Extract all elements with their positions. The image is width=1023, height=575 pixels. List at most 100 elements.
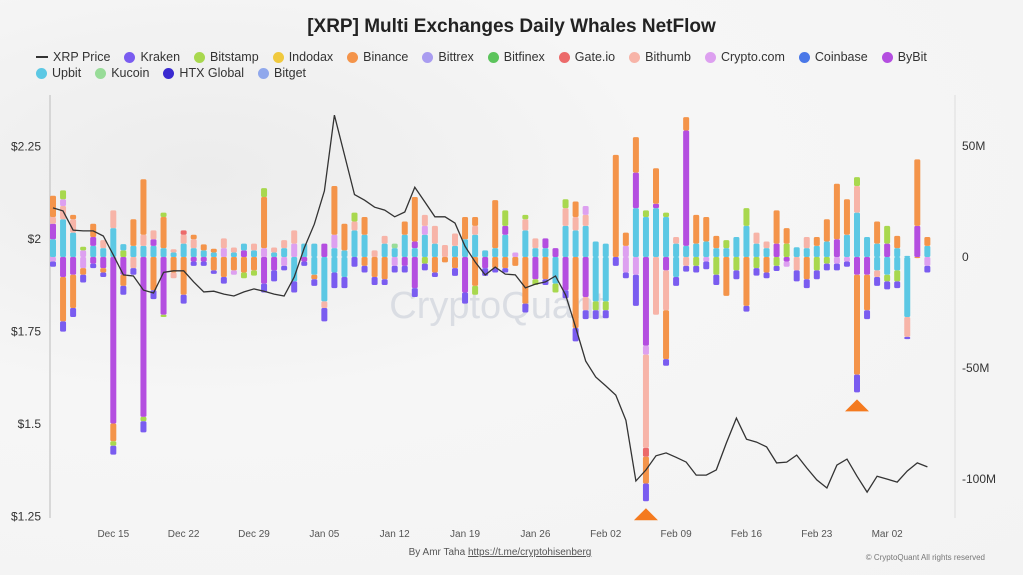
author-credit: By Amr Taha <box>408 547 466 558</box>
bar-segment-crypto-com <box>391 257 398 266</box>
bar-segment-kraken <box>884 281 891 290</box>
bar-segment-upbit <box>100 248 107 257</box>
bar-segment-kraken <box>793 270 800 282</box>
legend-item-bybit[interactable]: ByBit <box>881 50 927 64</box>
legend-item-kucoin[interactable]: Kucoin <box>95 66 149 80</box>
bar-segment-kraken <box>210 270 217 274</box>
bar-segment-bybit <box>562 257 569 291</box>
bar-segment-upbit <box>723 248 730 257</box>
legend-item-gate-io[interactable]: Gate.io <box>558 50 615 64</box>
bar-segment-bybit <box>773 243 780 257</box>
bar-segment-binance <box>361 257 368 266</box>
bar-segment-crypto-com <box>843 257 850 262</box>
author-link[interactable]: https://t.me/cryptohisenberg <box>467 547 592 558</box>
bar-segment-kraken <box>924 265 931 273</box>
bar-segment-bybit <box>321 243 328 257</box>
bar-segment-bithumb <box>220 238 227 249</box>
bar-segment-binance <box>622 232 629 246</box>
legend-item-xrp-price[interactable]: XRP Price <box>36 50 110 64</box>
bar-segment-bitstamp <box>160 314 167 317</box>
legend-item-bithumb[interactable]: Bithumb <box>629 50 691 64</box>
bar-segment-bithumb <box>582 296 589 311</box>
bar-segment-bithumb <box>381 235 388 244</box>
copyright: © CryptoQuant All rights reserved <box>865 553 985 562</box>
legend: XRP Price Kraken Bitstamp Indodax Binance Bi… <box>36 49 996 81</box>
bar-segment-bithumb <box>753 232 760 244</box>
legend-row: Upbit Kucoin HTX Global Bitget <box>36 65 996 81</box>
bar-segment-bitstamp <box>753 257 760 269</box>
bar-segment-crypto-com <box>281 257 288 266</box>
annotation-triangle-icon <box>845 399 869 412</box>
bar-segment-bithumb <box>140 234 147 246</box>
bar-segment-kraken <box>452 268 458 276</box>
bar-segment-bitstamp <box>261 188 268 198</box>
bar-segment-crypto-com <box>261 248 268 257</box>
bar-segment-upbit <box>663 217 670 257</box>
legend-item-bitfinex[interactable]: Bitfinex <box>487 50 545 64</box>
bar-segment-crypto-com <box>703 257 710 262</box>
bar-segment-upbit <box>642 217 649 257</box>
left-tick-label: $2 <box>28 232 42 246</box>
x-tick-label: Mar 02 <box>872 529 904 540</box>
legend-label: HTX Global <box>179 66 245 80</box>
bar-segment-upbit <box>331 257 338 273</box>
bar-segment-kraken <box>894 281 901 289</box>
bar-segment-kraken <box>271 270 278 282</box>
bar-segment-binance <box>261 197 268 249</box>
bar-segment-upbit <box>874 243 881 257</box>
bar-segment-bybit <box>150 239 157 246</box>
bar-segment-bybit <box>663 257 670 271</box>
bar-segment-bitstamp <box>743 208 750 226</box>
bar-segment-kraken <box>843 261 850 267</box>
bar-segment-bithumb <box>562 208 569 226</box>
bar-segment-bitstamp <box>140 416 147 422</box>
bar-segment-crypto-com <box>783 261 790 267</box>
legend-item-upbit[interactable]: Upbit <box>36 66 81 80</box>
legend-dot-icon <box>629 51 641 63</box>
bar-segment-binance <box>833 183 840 240</box>
x-tick-label: Feb 02 <box>590 529 622 540</box>
bar-segment-crypto-com <box>80 257 87 269</box>
bar-segment-bybit <box>411 257 418 289</box>
bar-segment-binance <box>70 274 77 309</box>
bar-segment-upbit <box>562 225 569 257</box>
bar-segment-bitstamp <box>421 257 428 264</box>
legend-item-binance[interactable]: Binance <box>347 50 408 64</box>
legend-item-bitget[interactable]: Bitget <box>258 66 306 80</box>
legend-item-crypto-com[interactable]: Crypto.com <box>704 50 785 64</box>
legend-item-bitstamp[interactable]: Bitstamp <box>194 50 259 64</box>
bar-segment-kraken <box>321 308 328 322</box>
bar-segment-kraken <box>291 281 298 293</box>
legend-item-bittrex[interactable]: Bittrex <box>422 50 474 64</box>
bar-segment-bybit <box>552 248 559 257</box>
bar-segment-upbit <box>793 247 800 257</box>
legend-label: Bitstamp <box>210 50 259 64</box>
bar-segment-binance <box>371 257 378 277</box>
bar-segment-bybit <box>401 257 408 266</box>
bar-segment-bybit <box>301 257 308 262</box>
bar-segment-binance <box>140 179 147 235</box>
legend-item-coinbase[interactable]: Coinbase <box>798 50 868 64</box>
legend-item-htx-global[interactable]: HTX Global <box>163 66 244 80</box>
bar-segment-upbit <box>381 243 388 257</box>
bar-segment-kraken <box>220 276 227 284</box>
bar-segment-kraken <box>361 265 368 273</box>
bar-segment-upbit <box>602 257 609 302</box>
bar-segment-bithumb <box>150 230 157 240</box>
bar-segment-kraken <box>602 310 609 319</box>
legend-item-indodax[interactable]: Indodax <box>272 50 333 64</box>
bar-segment-binance <box>572 201 579 218</box>
bar-segment-bybit <box>160 257 167 315</box>
bar-segment-bitstamp <box>884 274 891 282</box>
bar-segment-kraken <box>592 310 599 320</box>
legend-dot-icon <box>347 51 359 63</box>
bar-segment-binance <box>763 257 770 273</box>
bar-segment-bybit <box>90 257 97 264</box>
bar-segment-upbit <box>140 245 147 257</box>
bar-segment-kraken <box>864 310 871 320</box>
bar-segment-upbit <box>321 257 328 302</box>
bar-segment-bitstamp <box>693 257 700 266</box>
bar-segment-binance <box>612 154 619 257</box>
bar-segment-crypto-com <box>421 225 428 235</box>
legend-item-kraken[interactable]: Kraken <box>124 50 180 64</box>
